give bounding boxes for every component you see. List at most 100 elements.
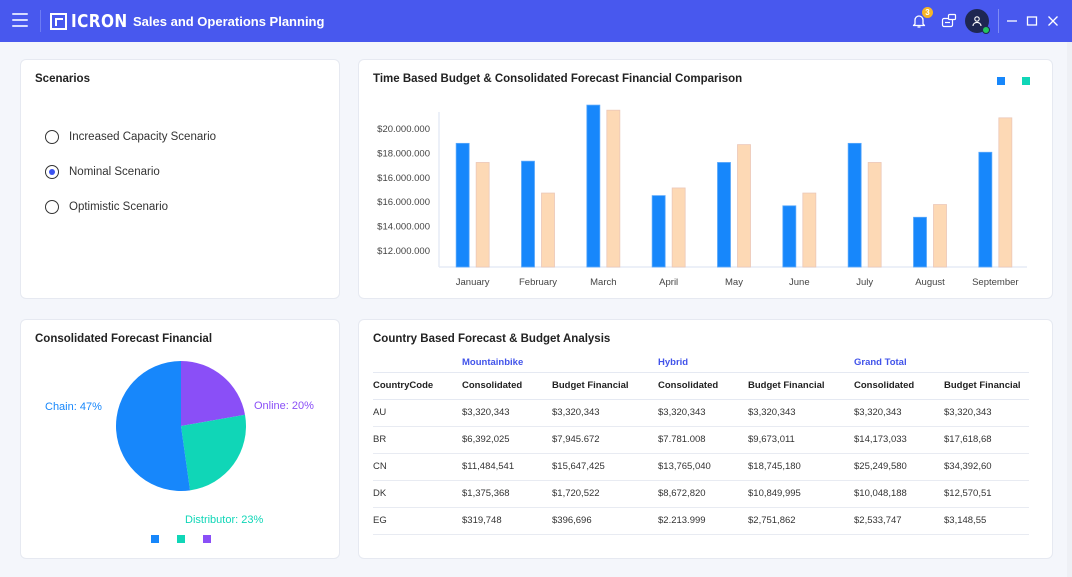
bar-january-series-2[interactable] bbox=[475, 162, 490, 268]
x-tick-label: January bbox=[456, 277, 490, 288]
bar-april-series-1[interactable] bbox=[651, 195, 666, 268]
minimize-icon bbox=[1007, 20, 1017, 22]
bar-june-series-1[interactable] bbox=[782, 205, 797, 268]
column-header-country-code[interactable]: CountryCode bbox=[373, 372, 462, 400]
table-row[interactable]: AU $3,320,343 $3,320,343 $3,320,343 $3,3… bbox=[373, 399, 1029, 427]
bar-march-series-2[interactable] bbox=[606, 109, 621, 268]
radio-button[interactable] bbox=[45, 130, 59, 144]
pie-slice-distributor[interactable] bbox=[181, 414, 246, 491]
scenario-option-optimistic[interactable]: Optimistic Scenario bbox=[45, 200, 168, 214]
menu-icon[interactable] bbox=[12, 13, 28, 27]
cell-value: $8,672,820 bbox=[658, 480, 748, 508]
legend-swatch-chain[interactable] bbox=[151, 535, 159, 543]
pie-label-chain: Chain: 47% bbox=[45, 401, 102, 413]
cell-value: $18,745,180 bbox=[748, 453, 854, 481]
bar-february-series-2[interactable] bbox=[541, 192, 555, 268]
column-header-budget-financial[interactable]: Budget Financial bbox=[748, 372, 854, 400]
legend-swatch-series-2[interactable] bbox=[1022, 77, 1030, 85]
user-avatar[interactable] bbox=[965, 9, 990, 34]
bar-august-series-2[interactable] bbox=[933, 204, 947, 268]
scrollbar[interactable] bbox=[1067, 42, 1072, 577]
y-tick-label: $20.000.000 bbox=[377, 124, 430, 135]
minimize-button[interactable] bbox=[1004, 12, 1020, 30]
table-row[interactable]: DK $1,375,368 $1,720,522 $8,672,820 $10,… bbox=[373, 480, 1029, 508]
cell-value: $2,751,862 bbox=[748, 507, 854, 535]
x-tick-label: June bbox=[789, 277, 810, 288]
maximize-button[interactable] bbox=[1024, 12, 1040, 30]
column-header-budget-financial[interactable]: Budget Financial bbox=[944, 372, 1029, 400]
close-icon bbox=[1048, 16, 1058, 26]
divider bbox=[40, 10, 41, 32]
bar-august-series-1[interactable] bbox=[913, 216, 927, 268]
divider bbox=[998, 9, 999, 33]
pie-slice-online[interactable] bbox=[181, 361, 246, 426]
cell-value: $2.213.999 bbox=[658, 507, 748, 535]
notification-badge: 3 bbox=[922, 7, 933, 18]
bar-april-series-2[interactable] bbox=[671, 187, 686, 268]
notifications-button[interactable]: 3 bbox=[908, 7, 933, 32]
bar-may-series-2[interactable] bbox=[737, 144, 751, 268]
cell-value: $3,320,343 bbox=[748, 399, 854, 427]
cell-value: $34,392,60 bbox=[944, 453, 1029, 481]
cell-country-code: BR bbox=[373, 426, 462, 454]
column-header-budget-financial[interactable]: Budget Financial bbox=[552, 372, 658, 400]
table-title: Country Based Forecast & Budget Analysis bbox=[373, 333, 611, 345]
y-tick-label: $16.000.000 bbox=[377, 173, 430, 184]
radio-button-selected[interactable] bbox=[45, 165, 59, 179]
bar-september-series-1[interactable] bbox=[978, 151, 993, 268]
radio-button[interactable] bbox=[45, 200, 59, 214]
cell-value: $11,484,541 bbox=[462, 453, 552, 481]
bar-january-series-1[interactable] bbox=[455, 142, 470, 268]
group-header-mountainbike: Mountainbike bbox=[462, 353, 658, 373]
scenario-option-nominal[interactable]: Nominal Scenario bbox=[45, 165, 160, 179]
pie-chart-title: Consolidated Forecast Financial bbox=[35, 333, 213, 345]
column-header-consolidated[interactable]: Consolidated bbox=[462, 372, 552, 400]
legend-swatch-distributor[interactable] bbox=[177, 535, 185, 543]
y-tick-label: $12.000.000 bbox=[377, 246, 430, 257]
bar-february-series-1[interactable] bbox=[521, 160, 535, 268]
country-table-card: Country Based Forecast & Budget Analysis… bbox=[358, 319, 1053, 559]
pie-label-distributor: Distributor: 23% bbox=[185, 514, 263, 526]
table-row[interactable]: BR $6,392,025 $7,945.672 $7.781.008 $9,6… bbox=[373, 426, 1029, 454]
cell-value: $17,618,68 bbox=[944, 426, 1029, 454]
column-header-consolidated[interactable]: Consolidated bbox=[854, 372, 944, 400]
table-row[interactable]: CN $11,484,541 $15,647,425 $13,765,040 $… bbox=[373, 453, 1029, 481]
bar-september-series-2[interactable] bbox=[998, 117, 1013, 268]
bar-july-series-1[interactable] bbox=[847, 142, 862, 268]
cell-value: $15,647,425 bbox=[552, 453, 658, 481]
bar-march-series-1[interactable] bbox=[586, 104, 601, 268]
cell-value: $2,533,747 bbox=[854, 507, 944, 535]
y-tick-label: $16.000.000 bbox=[377, 197, 430, 208]
bell-icon bbox=[912, 15, 926, 28]
bar-june-series-2[interactable] bbox=[802, 192, 817, 268]
close-button[interactable] bbox=[1045, 12, 1061, 30]
bar-may-series-1[interactable] bbox=[717, 162, 731, 268]
chat-bot-button[interactable] bbox=[938, 10, 960, 32]
cell-value: $3,320,343 bbox=[552, 399, 658, 427]
bar-july-series-2[interactable] bbox=[867, 162, 882, 268]
title-bar: ICRON Sales and Operations Planning 3 bbox=[0, 0, 1072, 42]
cell-value: $14,173,033 bbox=[854, 426, 944, 454]
y-tick-label: $18.000.000 bbox=[377, 148, 430, 159]
legend-swatch-series-1[interactable] bbox=[997, 77, 1005, 85]
column-header-consolidated[interactable]: Consolidated bbox=[658, 372, 748, 400]
pie-slice-chain[interactable] bbox=[116, 361, 191, 491]
x-tick-label: May bbox=[725, 277, 743, 288]
user-icon bbox=[972, 16, 982, 27]
x-tick-label: March bbox=[590, 277, 616, 288]
table-row[interactable]: EG $319,748 $396,696 $2.213.999 $2,751,8… bbox=[373, 507, 1029, 535]
legend-swatch-online[interactable] bbox=[203, 535, 211, 543]
logo: ICRON bbox=[50, 11, 138, 32]
pie-label-online: Online: 20% bbox=[254, 400, 314, 412]
cell-value: $7.781.008 bbox=[658, 426, 748, 454]
cell-value: $3,320,343 bbox=[658, 399, 748, 427]
online-status-dot bbox=[982, 26, 990, 34]
group-header-hybrid: Hybrid bbox=[658, 353, 854, 373]
scenario-option-increased-capacity[interactable]: Increased Capacity Scenario bbox=[45, 130, 216, 144]
scenarios-title: Scenarios bbox=[35, 73, 90, 85]
group-header-grand-total: Grand Total bbox=[854, 353, 1029, 373]
cell-value: $3,148,55 bbox=[944, 507, 1029, 535]
cell-value: $25,249,580 bbox=[854, 453, 944, 481]
maximize-icon bbox=[1026, 16, 1038, 26]
cell-country-code: AU bbox=[373, 399, 462, 427]
